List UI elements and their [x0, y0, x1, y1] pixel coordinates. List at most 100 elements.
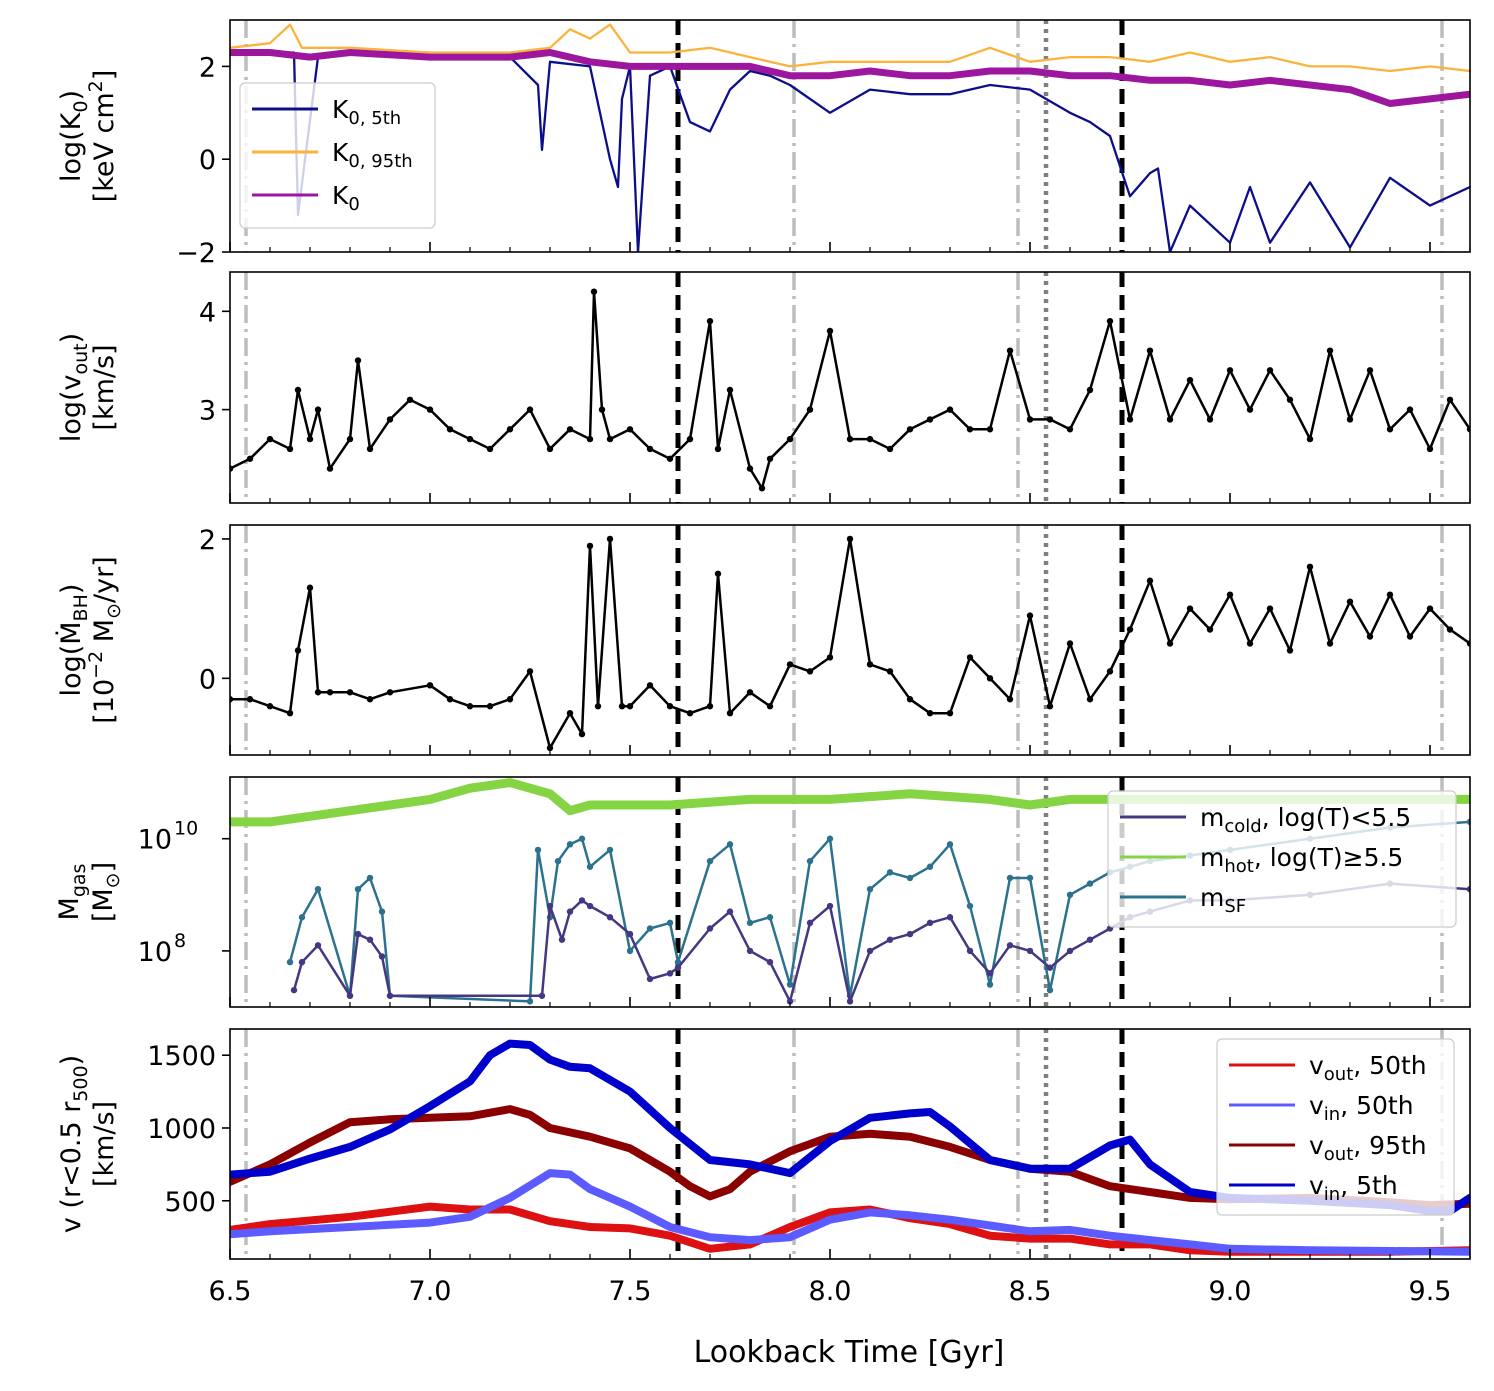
data-point — [366, 445, 374, 453]
data-point — [526, 668, 534, 675]
data-point — [506, 696, 514, 703]
data-point — [906, 696, 914, 703]
data-point — [246, 696, 254, 703]
data-point — [426, 406, 434, 413]
data-point — [886, 445, 894, 453]
data-point — [1346, 416, 1354, 423]
data-point — [726, 841, 734, 848]
data-point — [1046, 964, 1054, 971]
data-point — [866, 885, 874, 893]
data-point — [626, 947, 634, 955]
data-point — [606, 535, 614, 543]
y-tick-label: 2 — [199, 52, 216, 83]
axes-frame — [229, 1028, 1471, 1260]
data-point — [578, 835, 586, 842]
data-point — [1306, 435, 1314, 443]
data-point — [674, 964, 682, 971]
data-point — [354, 357, 362, 364]
series-vin_5th — [230, 1039, 1470, 1215]
data-point — [346, 689, 354, 696]
series-K0_5th — [230, 51, 1470, 252]
series-line-m_SF — [288, 820, 1470, 1003]
data-point — [986, 970, 994, 977]
data-point — [686, 709, 694, 717]
data-point — [1086, 386, 1094, 394]
data-point — [354, 885, 362, 893]
data-point — [290, 986, 298, 994]
data-point — [326, 465, 334, 472]
data-point — [1126, 416, 1134, 423]
data-point — [686, 435, 694, 443]
data-point — [1046, 986, 1054, 994]
data-point — [1126, 626, 1134, 633]
data-point — [1246, 406, 1254, 413]
x-tick-label: 6.5 — [209, 1276, 252, 1307]
data-point — [538, 992, 546, 999]
y-tick-label: 500 — [164, 1187, 216, 1218]
legend-label: mhot, log(T)≥5.5 — [1200, 843, 1403, 877]
data-point — [746, 465, 754, 472]
plot-area — [230, 525, 1470, 755]
data-point — [1366, 633, 1374, 640]
data-point — [1166, 640, 1174, 647]
data-point — [646, 445, 654, 453]
data-point — [266, 435, 274, 443]
y-label-line2: [km/s] — [89, 1101, 120, 1187]
data-point — [586, 435, 594, 443]
data-point — [354, 930, 362, 938]
y-axis-label: log(vout)[km/s] — [56, 333, 120, 442]
data-point — [806, 919, 814, 927]
data-point — [1186, 376, 1194, 384]
y-axis-label: v (r<0.5 r500)[km/s] — [56, 1055, 120, 1233]
legend: mcold, log(T)<5.5 mhot, log(T)≥5.5 mSF — [1107, 790, 1457, 928]
data-point — [646, 925, 654, 932]
data-point — [806, 857, 814, 865]
data-point — [1246, 640, 1254, 647]
data-point — [558, 936, 566, 943]
data-point — [986, 426, 994, 433]
axes-frame — [229, 19, 1471, 253]
data-point — [866, 661, 874, 668]
data-point — [1346, 598, 1354, 605]
data-point — [506, 426, 514, 433]
data-point — [1226, 367, 1234, 374]
data-point — [286, 958, 294, 966]
data-point — [298, 958, 306, 966]
y-label-line1: log(vout) — [56, 333, 92, 442]
data-point — [646, 975, 654, 983]
data-point — [1006, 942, 1014, 949]
legend-label: K0, 95th — [332, 138, 413, 172]
y-tick-labels: 20 — [199, 525, 216, 695]
data-point — [966, 902, 974, 910]
data-point — [966, 654, 974, 661]
data-point — [746, 919, 754, 927]
data-point — [486, 703, 494, 710]
data-point — [586, 863, 594, 870]
data-point — [598, 406, 606, 413]
y-label-line1: log(ṀBH) — [55, 584, 92, 697]
data-point — [826, 902, 834, 910]
data-point — [866, 435, 874, 443]
legend-label: vout, 50th — [1309, 1051, 1427, 1085]
data-point — [534, 846, 542, 854]
data-point — [646, 682, 654, 689]
data-point — [378, 953, 386, 960]
data-point — [846, 998, 854, 1005]
x-tick-label: 9.5 — [1409, 1276, 1452, 1307]
data-point — [1146, 577, 1154, 584]
data-point — [1286, 396, 1294, 403]
x-axis: 6.5 7.0 7.5 8.0 8.5 9.0 9.5 — [209, 1276, 1452, 1307]
y-tick-label: 1500 — [147, 1041, 216, 1072]
data-point — [1046, 703, 1054, 710]
data-point — [546, 445, 554, 453]
data-point — [1106, 317, 1114, 325]
data-point — [294, 647, 302, 654]
data-point — [666, 703, 674, 710]
data-point — [946, 406, 954, 413]
data-point — [846, 535, 854, 543]
y-label-line2: [M⊙] — [88, 862, 124, 922]
data-point — [566, 841, 574, 848]
